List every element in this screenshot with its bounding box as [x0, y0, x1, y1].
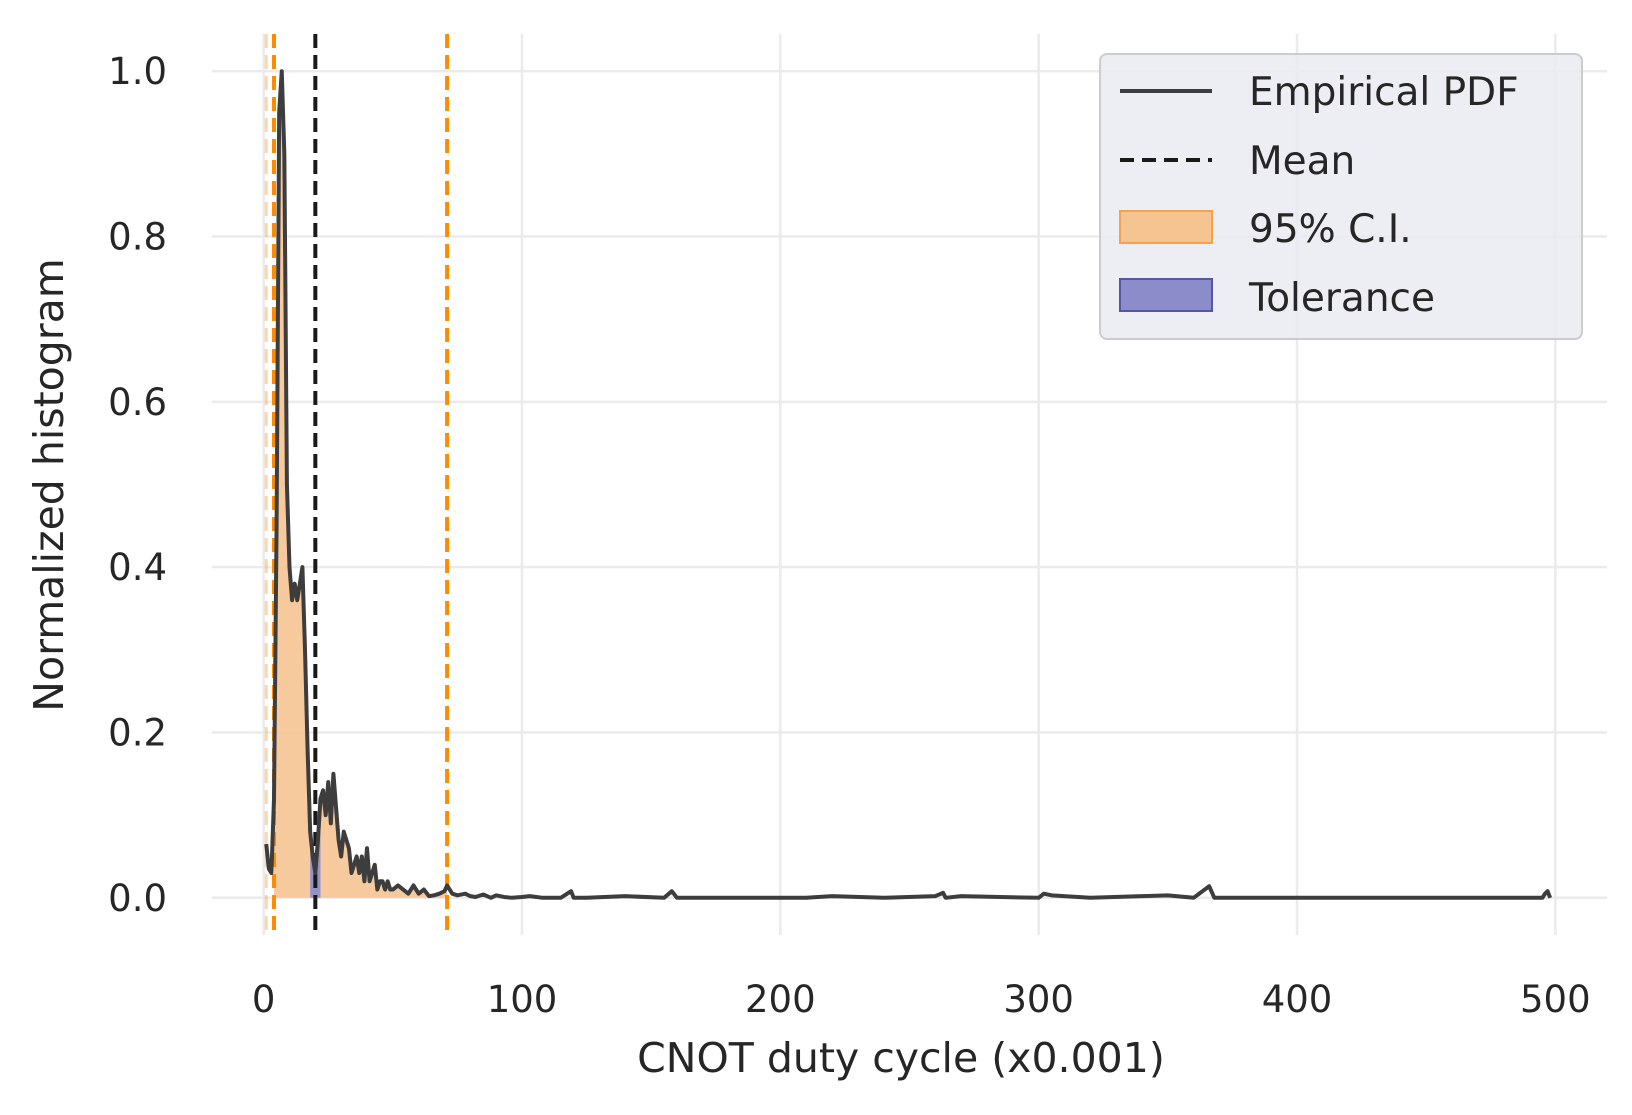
y-tick-label: 0.0	[108, 877, 167, 920]
legend-label-empirical-pdf: Empirical PDF	[1249, 70, 1519, 115]
legend-box	[1099, 53, 1583, 340]
x-tick-label: 0	[252, 978, 276, 1021]
y-tick-label: 0.2	[108, 711, 167, 754]
pdf-line	[264, 69, 1553, 900]
y-tick-label: 0.8	[108, 216, 167, 259]
y-tick-label: 0.6	[108, 381, 167, 424]
x-tick-label: 100	[487, 978, 558, 1021]
x-tick-label: 500	[1520, 978, 1591, 1021]
legend-label-mean: Mean	[1249, 139, 1355, 184]
tolerance-fill-area	[310, 798, 321, 898]
x-tick-label: 400	[1262, 978, 1333, 1021]
y-tick-label: 0.4	[108, 546, 167, 589]
ci-fill-area	[274, 71, 448, 898]
tick-labels: 0 100 200 300 400 500 0.0 0.2 0.4 0.6 0.8 1.0	[108, 50, 1590, 1021]
legend-label-tolerance: Tolerance	[1248, 276, 1435, 321]
x-tick-label: 300	[1003, 978, 1074, 1021]
y-axis-label: Normalized histogram	[25, 258, 73, 711]
fill-regions	[274, 71, 448, 898]
pdf-line-layer	[264, 69, 1553, 900]
vertical-lines	[264, 34, 450, 935]
legend: Empirical PDF Mean 95% C.I. Tolerance	[1099, 53, 1583, 340]
purple-patch-icon	[1119, 278, 1213, 312]
y-tick-label: 1.0	[108, 50, 167, 93]
x-axis-label: CNOT duty cycle (x0.001)	[637, 1034, 1165, 1082]
x-tick-label: 200	[745, 978, 816, 1021]
legend-label-95-ci: 95% C.I.	[1249, 207, 1412, 252]
orange-patch-icon	[1119, 210, 1213, 244]
